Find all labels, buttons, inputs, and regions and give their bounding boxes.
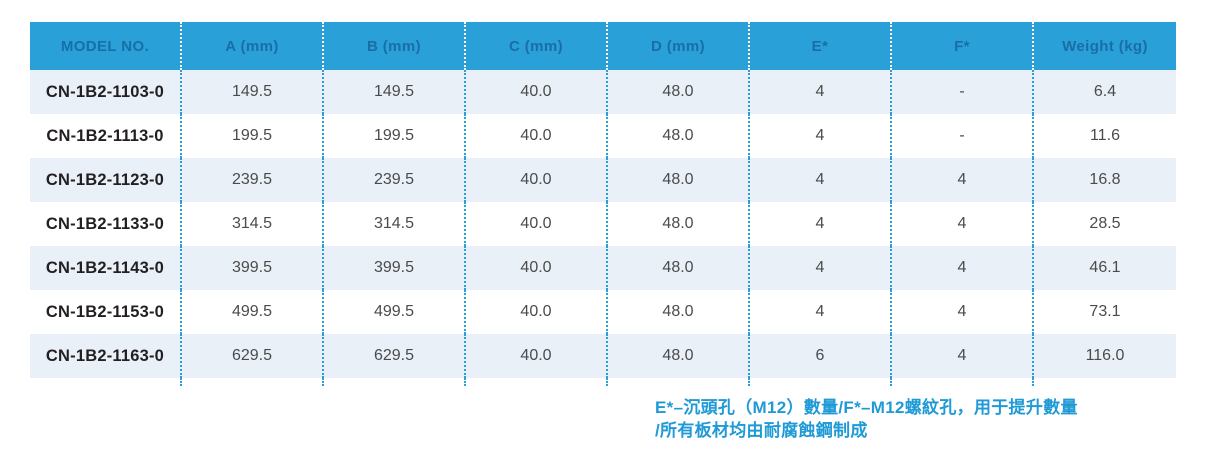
footnote-e-text: –沉頭孔（M12）數量/: [673, 398, 844, 417]
value-cell: 73.1: [1032, 290, 1176, 334]
value-cell: 48.0: [606, 246, 748, 290]
value-cell: 629.5: [180, 334, 322, 378]
value-cell: 4: [748, 202, 890, 246]
value-cell: 399.5: [322, 246, 464, 290]
value-cell: 40.0: [464, 246, 606, 290]
value-cell: 199.5: [180, 114, 322, 158]
value-cell: 40.0: [464, 158, 606, 202]
divider-overhang-cell: [890, 378, 1032, 386]
divider-overhang-cell: [1032, 378, 1176, 386]
value-cell: 4: [748, 246, 890, 290]
value-cell: 4: [890, 158, 1032, 202]
spec-table-header: MODEL NO. A (mm) B (mm) C (mm) D (mm) E*…: [30, 22, 1176, 70]
value-cell: 4: [748, 70, 890, 114]
value-cell: 314.5: [180, 202, 322, 246]
column-header-weight-kg: Weight (kg): [1032, 22, 1176, 70]
footnote-f-text: –M12螺紋孔，用于提升數量: [861, 398, 1078, 417]
footnote-f-label: F*: [843, 398, 862, 417]
value-cell: 116.0: [1032, 334, 1176, 378]
value-cell: 149.5: [180, 70, 322, 114]
value-cell: 40.0: [464, 114, 606, 158]
value-cell: 48.0: [606, 70, 748, 114]
model-no-cell: CN-1B2-1123-0: [30, 158, 180, 202]
column-header-b-mm: B (mm): [322, 22, 464, 70]
value-cell: 4: [748, 290, 890, 334]
table-row: CN-1B2-1113-0 199.5 199.5 40.0 48.0 4-11.6: [30, 114, 1176, 158]
divider-overhang-cell: [30, 378, 180, 386]
value-cell: 40.0: [464, 290, 606, 334]
footnote-line2: /所有板材均由耐腐蝕鋼制成: [655, 421, 868, 440]
value-cell: 239.5: [322, 158, 464, 202]
header-row: MODEL NO. A (mm) B (mm) C (mm) D (mm) E*…: [30, 22, 1176, 70]
model-no-cell: CN-1B2-1113-0: [30, 114, 180, 158]
value-cell: 16.8: [1032, 158, 1176, 202]
value-cell: 499.5: [180, 290, 322, 334]
spec-table-container: MODEL NO. A (mm) B (mm) C (mm) D (mm) E*…: [30, 22, 1176, 386]
value-cell: 46.1: [1032, 246, 1176, 290]
table-row: CN-1B2-1153-0 499.5 499.5 40.0 48.0 4 4 73.1: [30, 290, 1176, 334]
table-row: CN-1B2-1163-0 629.5 629.5 40.0 48.0 6 4 116.0: [30, 334, 1176, 378]
footnote-e-label: E*: [655, 398, 674, 417]
divider-overhang-cell: [322, 378, 464, 386]
value-cell: 239.5: [180, 158, 322, 202]
value-cell: 314.5: [322, 202, 464, 246]
value-cell: 149.5: [322, 70, 464, 114]
divider-overhang-cell: [606, 378, 748, 386]
divider-overhang-row: [30, 378, 1176, 386]
table-row: CN-1B2-1103-0 149.5 149.5 40.0 48.0 4-6.4: [30, 70, 1176, 114]
spec-table-body: CN-1B2-1103-0 149.5 149.5 40.0 48.0 4-6.4 CN-1…: [30, 70, 1176, 386]
column-header-c-mm: C (mm): [464, 22, 606, 70]
value-cell: 48.0: [606, 158, 748, 202]
model-no-cell: CN-1B2-1103-0: [30, 70, 180, 114]
value-cell: 6.4: [1032, 70, 1176, 114]
value-cell: 40.0: [464, 202, 606, 246]
value-cell: 4: [890, 290, 1032, 334]
value-cell: 48.0: [606, 114, 748, 158]
value-cell: 6: [748, 334, 890, 378]
value-cell: 40.0: [464, 334, 606, 378]
table-row: CN-1B2-1143-0 399.5 399.5 40.0 48.0 4 4 46.1: [30, 246, 1176, 290]
value-cell: 48.0: [606, 290, 748, 334]
table-row: CN-1B2-1123-0 239.5 239.5 40.0 48.0 4 4 16.8: [30, 158, 1176, 202]
model-no-cell: CN-1B2-1133-0: [30, 202, 180, 246]
column-header-e: E*: [748, 22, 890, 70]
divider-overhang-cell: [180, 378, 322, 386]
value-cell: 11.6: [1032, 114, 1176, 158]
value-cell: 4: [890, 202, 1032, 246]
value-cell: 4: [748, 158, 890, 202]
value-cell: 48.0: [606, 202, 748, 246]
value-cell: 4: [890, 334, 1032, 378]
model-no-cell: CN-1B2-1163-0: [30, 334, 180, 378]
column-header-f: F*: [890, 22, 1032, 70]
table-row: CN-1B2-1133-0 314.5 314.5 40.0 48.0 4 4 28.5: [30, 202, 1176, 246]
column-header-model-no: MODEL NO.: [30, 22, 180, 70]
divider-overhang-cell: [748, 378, 890, 386]
footnote: E*–沉頭孔（M12）數量/F*–M12螺紋孔，用于提升數量 /所有板材均由耐腐…: [655, 396, 1195, 442]
model-no-cell: CN-1B2-1153-0: [30, 290, 180, 334]
value-cell: 48.0: [606, 334, 748, 378]
value-cell: -: [890, 114, 1032, 158]
value-cell: 499.5: [322, 290, 464, 334]
value-cell: 399.5: [180, 246, 322, 290]
value-cell: 4: [748, 114, 890, 158]
model-no-cell: CN-1B2-1143-0: [30, 246, 180, 290]
value-cell: 4: [890, 246, 1032, 290]
footnote-line1: E*–沉頭孔（M12）數量/F*–M12螺紋孔，用于提升數量: [655, 398, 1078, 417]
column-header-d-mm: D (mm): [606, 22, 748, 70]
column-header-a-mm: A (mm): [180, 22, 322, 70]
value-cell: 40.0: [464, 70, 606, 114]
value-cell: -: [890, 70, 1032, 114]
spec-table: MODEL NO. A (mm) B (mm) C (mm) D (mm) E*…: [30, 22, 1176, 386]
value-cell: 199.5: [322, 114, 464, 158]
divider-overhang-cell: [464, 378, 606, 386]
value-cell: 28.5: [1032, 202, 1176, 246]
value-cell: 629.5: [322, 334, 464, 378]
